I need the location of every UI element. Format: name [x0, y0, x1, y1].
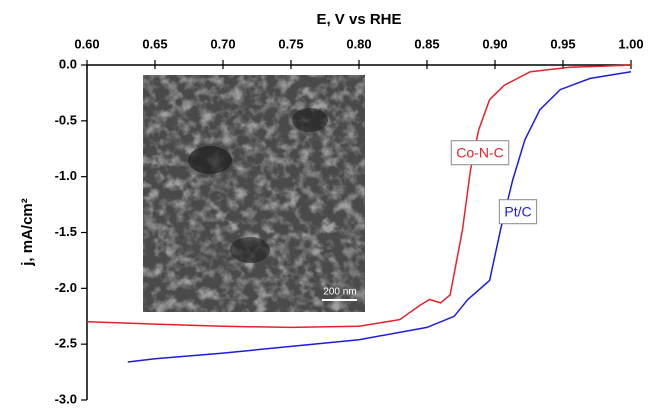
- y-tick-label: -2.0: [55, 280, 77, 295]
- x-tick-label: 0.85: [414, 36, 439, 51]
- x-tick-label: 0.70: [210, 36, 235, 51]
- x-tick-label: 0.90: [482, 36, 507, 51]
- x-axis-title: E, V vs RHE: [316, 11, 401, 28]
- scale-bar-label: 200 nm: [323, 287, 356, 298]
- y-tick-label: -2.5: [55, 336, 77, 351]
- y-tick-label: -1.5: [55, 224, 77, 239]
- x-tick-label: 0.65: [142, 36, 167, 51]
- x-tick-label: 0.80: [346, 36, 371, 51]
- y-tick-label: -3.0: [55, 391, 77, 406]
- y-tick-label: -1.0: [55, 168, 77, 183]
- series-label: Co-N-C: [456, 145, 503, 161]
- y-axis-title: j, mA/cm²: [19, 198, 36, 267]
- inset-image: 200 nm: [143, 75, 365, 312]
- x-tick-label: 1.00: [618, 36, 643, 51]
- series-label: Pt/C: [504, 204, 531, 220]
- x-tick-label: 0.60: [74, 36, 99, 51]
- chart: 200 nm E, V vs RHE j, mA/cm² 0.60 0.65 0.7…: [0, 0, 655, 407]
- y-tick-label: 0.0: [59, 56, 77, 71]
- y-tick-label: -0.5: [55, 112, 77, 127]
- x-tick-label: 0.95: [550, 36, 575, 51]
- x-tick-label: 0.75: [278, 36, 303, 51]
